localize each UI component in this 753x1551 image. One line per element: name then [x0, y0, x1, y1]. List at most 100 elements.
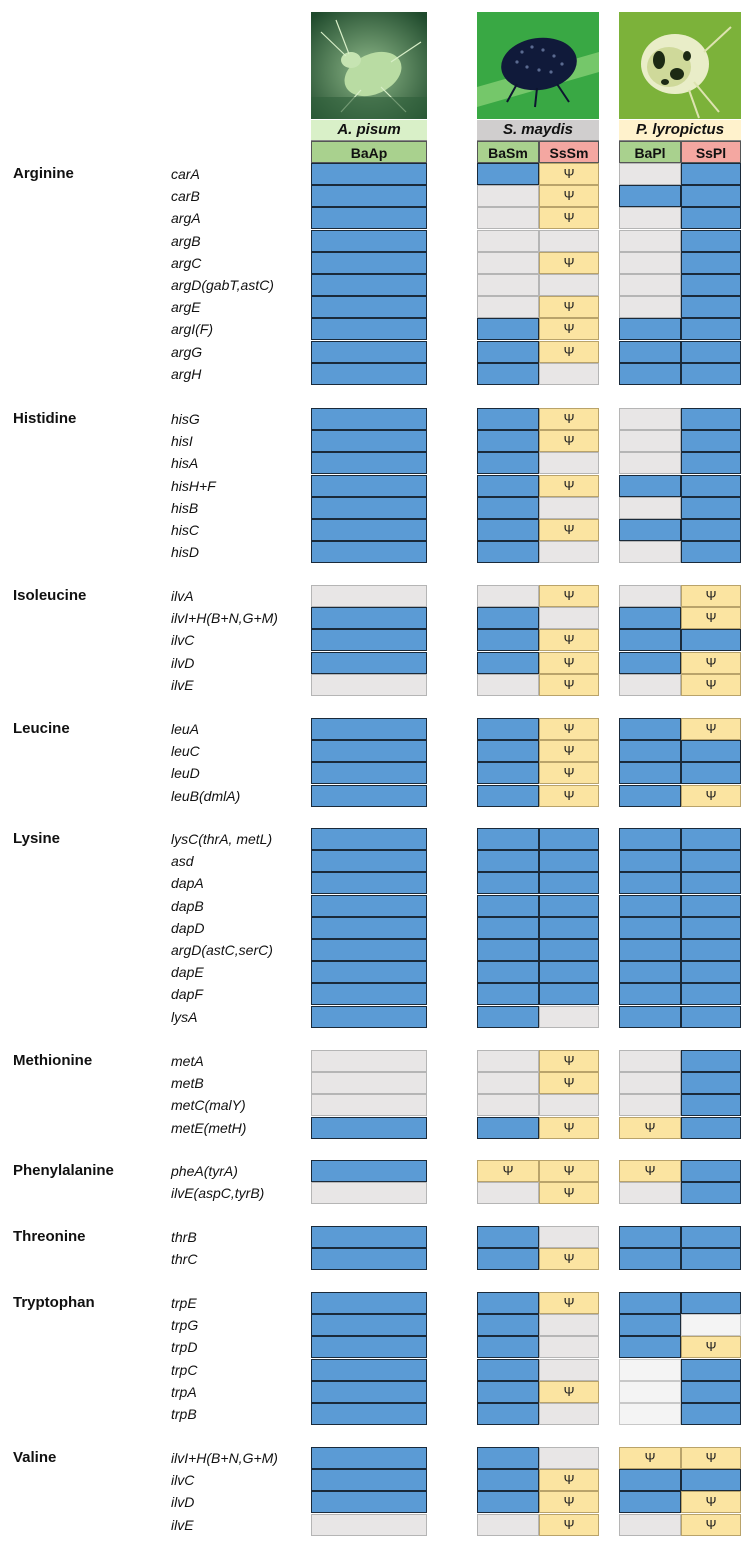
- matrix-cell-sssm: [539, 1447, 599, 1469]
- matrix-cell-basm: [477, 318, 539, 340]
- gene-label: lysC(thrA, metL): [171, 831, 273, 847]
- matrix-cell-basm: [477, 939, 539, 961]
- matrix-cell-baap: [311, 1381, 427, 1403]
- matrix-cell-sspl: [681, 1160, 741, 1182]
- gene-label: thrC: [171, 1251, 198, 1267]
- matrix-cell-basm: [477, 1403, 539, 1425]
- matrix-cell-sspl: Ψ: [681, 1336, 741, 1358]
- matrix-cell-baap: [311, 1491, 427, 1513]
- matrix-cell-sssm: Ψ: [539, 674, 599, 696]
- matrix-cell-baap: [311, 1072, 427, 1094]
- matrix-cell-bapl: [619, 1381, 681, 1403]
- matrix-cell-bapl: [619, 452, 681, 474]
- matrix-cell-sspl: [681, 1381, 741, 1403]
- matrix-cell-bapl: [619, 408, 681, 430]
- matrix-cell-baap: [311, 1117, 427, 1139]
- matrix-cell-bapl: [619, 983, 681, 1005]
- matrix-cell-sspl: [681, 207, 741, 229]
- matrix-cell-sspl: [681, 1226, 741, 1248]
- gene-label: argI(F): [171, 321, 213, 337]
- matrix-cell-baap: [311, 718, 427, 740]
- matrix-cell-bapl: [619, 1226, 681, 1248]
- matrix-cell-sssm: [539, 230, 599, 252]
- matrix-cell-sspl: [681, 1050, 741, 1072]
- column-header-sspl: SsPl: [681, 141, 741, 163]
- matrix-cell-baap: [311, 475, 427, 497]
- matrix-cell-sssm: Ψ: [539, 1491, 599, 1513]
- matrix-cell-basm: [477, 1006, 539, 1028]
- gene-label: leuC: [171, 743, 200, 759]
- gene-label: ilvA: [171, 588, 194, 604]
- matrix-cell-basm: [477, 629, 539, 651]
- matrix-cell-sspl: Ψ: [681, 785, 741, 807]
- gene-label: hisD: [171, 544, 200, 560]
- matrix-cell-basm: [477, 1292, 539, 1314]
- matrix-cell-basm: [477, 475, 539, 497]
- amino-acid-label: Lysine: [13, 830, 60, 847]
- gene-label: metB: [171, 1075, 204, 1091]
- matrix-cell-bapl: Ψ: [619, 1117, 681, 1139]
- matrix-cell-sspl: [681, 740, 741, 762]
- matrix-cell-baap: [311, 296, 427, 318]
- matrix-cell-basm: [477, 430, 539, 452]
- matrix-cell-basm: [477, 1359, 539, 1381]
- gene-label: hisI: [171, 433, 193, 449]
- matrix-cell-sssm: Ψ: [539, 430, 599, 452]
- matrix-cell-sspl: [681, 895, 741, 917]
- gene-label: trpE: [171, 1295, 197, 1311]
- gene-label: metC(malY): [171, 1097, 246, 1113]
- matrix-cell-sssm: [539, 1094, 599, 1116]
- matrix-cell-bapl: [619, 519, 681, 541]
- matrix-cell-sssm: [539, 872, 599, 894]
- matrix-cell-baap: [311, 497, 427, 519]
- matrix-cell-bapl: [619, 850, 681, 872]
- gene-label: ilvD: [171, 655, 195, 671]
- matrix-cell-basm: [477, 917, 539, 939]
- matrix-cell-basm: [477, 1248, 539, 1270]
- matrix-cell-basm: [477, 541, 539, 563]
- gene-label: ilvE: [171, 1517, 194, 1533]
- matrix-cell-sspl: [681, 850, 741, 872]
- matrix-cell-bapl: [619, 1359, 681, 1381]
- matrix-cell-baap: [311, 1336, 427, 1358]
- column-header-baap: BaAp: [311, 141, 427, 163]
- matrix-cell-sssm: Ψ: [539, 718, 599, 740]
- matrix-cell-sspl: [681, 430, 741, 452]
- gene-label: asd: [171, 853, 194, 869]
- matrix-cell-sssm: Ψ: [539, 1469, 599, 1491]
- matrix-cell-sspl: Ψ: [681, 607, 741, 629]
- matrix-cell-baap: [311, 917, 427, 939]
- matrix-cell-bapl: [619, 541, 681, 563]
- matrix-cell-sspl: [681, 1006, 741, 1028]
- matrix-cell-bapl: [619, 430, 681, 452]
- gene-label: ilvC: [171, 632, 195, 648]
- matrix-cell-basm: [477, 850, 539, 872]
- matrix-cell-sssm: [539, 895, 599, 917]
- matrix-cell-basm: [477, 185, 539, 207]
- matrix-cell-basm: [477, 718, 539, 740]
- matrix-cell-bapl: [619, 1336, 681, 1358]
- species-label-s-maydis: S. maydis: [477, 120, 599, 141]
- matrix-cell-baap: [311, 1160, 427, 1182]
- matrix-cell-sssm: Ψ: [539, 185, 599, 207]
- matrix-cell-sssm: [539, 1314, 599, 1336]
- matrix-cell-basm: [477, 252, 539, 274]
- matrix-cell-bapl: Ψ: [619, 1160, 681, 1182]
- matrix-cell-sspl: [681, 1403, 741, 1425]
- matrix-cell-sspl: [681, 230, 741, 252]
- matrix-cell-bapl: [619, 1491, 681, 1513]
- matrix-cell-baap: [311, 274, 427, 296]
- matrix-cell-bapl: [619, 1050, 681, 1072]
- column-header-sssm: SsSm: [539, 141, 599, 163]
- matrix-cell-basm: [477, 785, 539, 807]
- column-header-bapl: BaPl: [619, 141, 681, 163]
- matrix-cell-sspl: [681, 163, 741, 185]
- matrix-cell-sspl: [681, 185, 741, 207]
- matrix-cell-bapl: [619, 274, 681, 296]
- matrix-cell-bapl: [619, 163, 681, 185]
- matrix-cell-sspl: [681, 1359, 741, 1381]
- matrix-cell-basm: [477, 1469, 539, 1491]
- matrix-cell-baap: [311, 519, 427, 541]
- matrix-cell-basm: [477, 1447, 539, 1469]
